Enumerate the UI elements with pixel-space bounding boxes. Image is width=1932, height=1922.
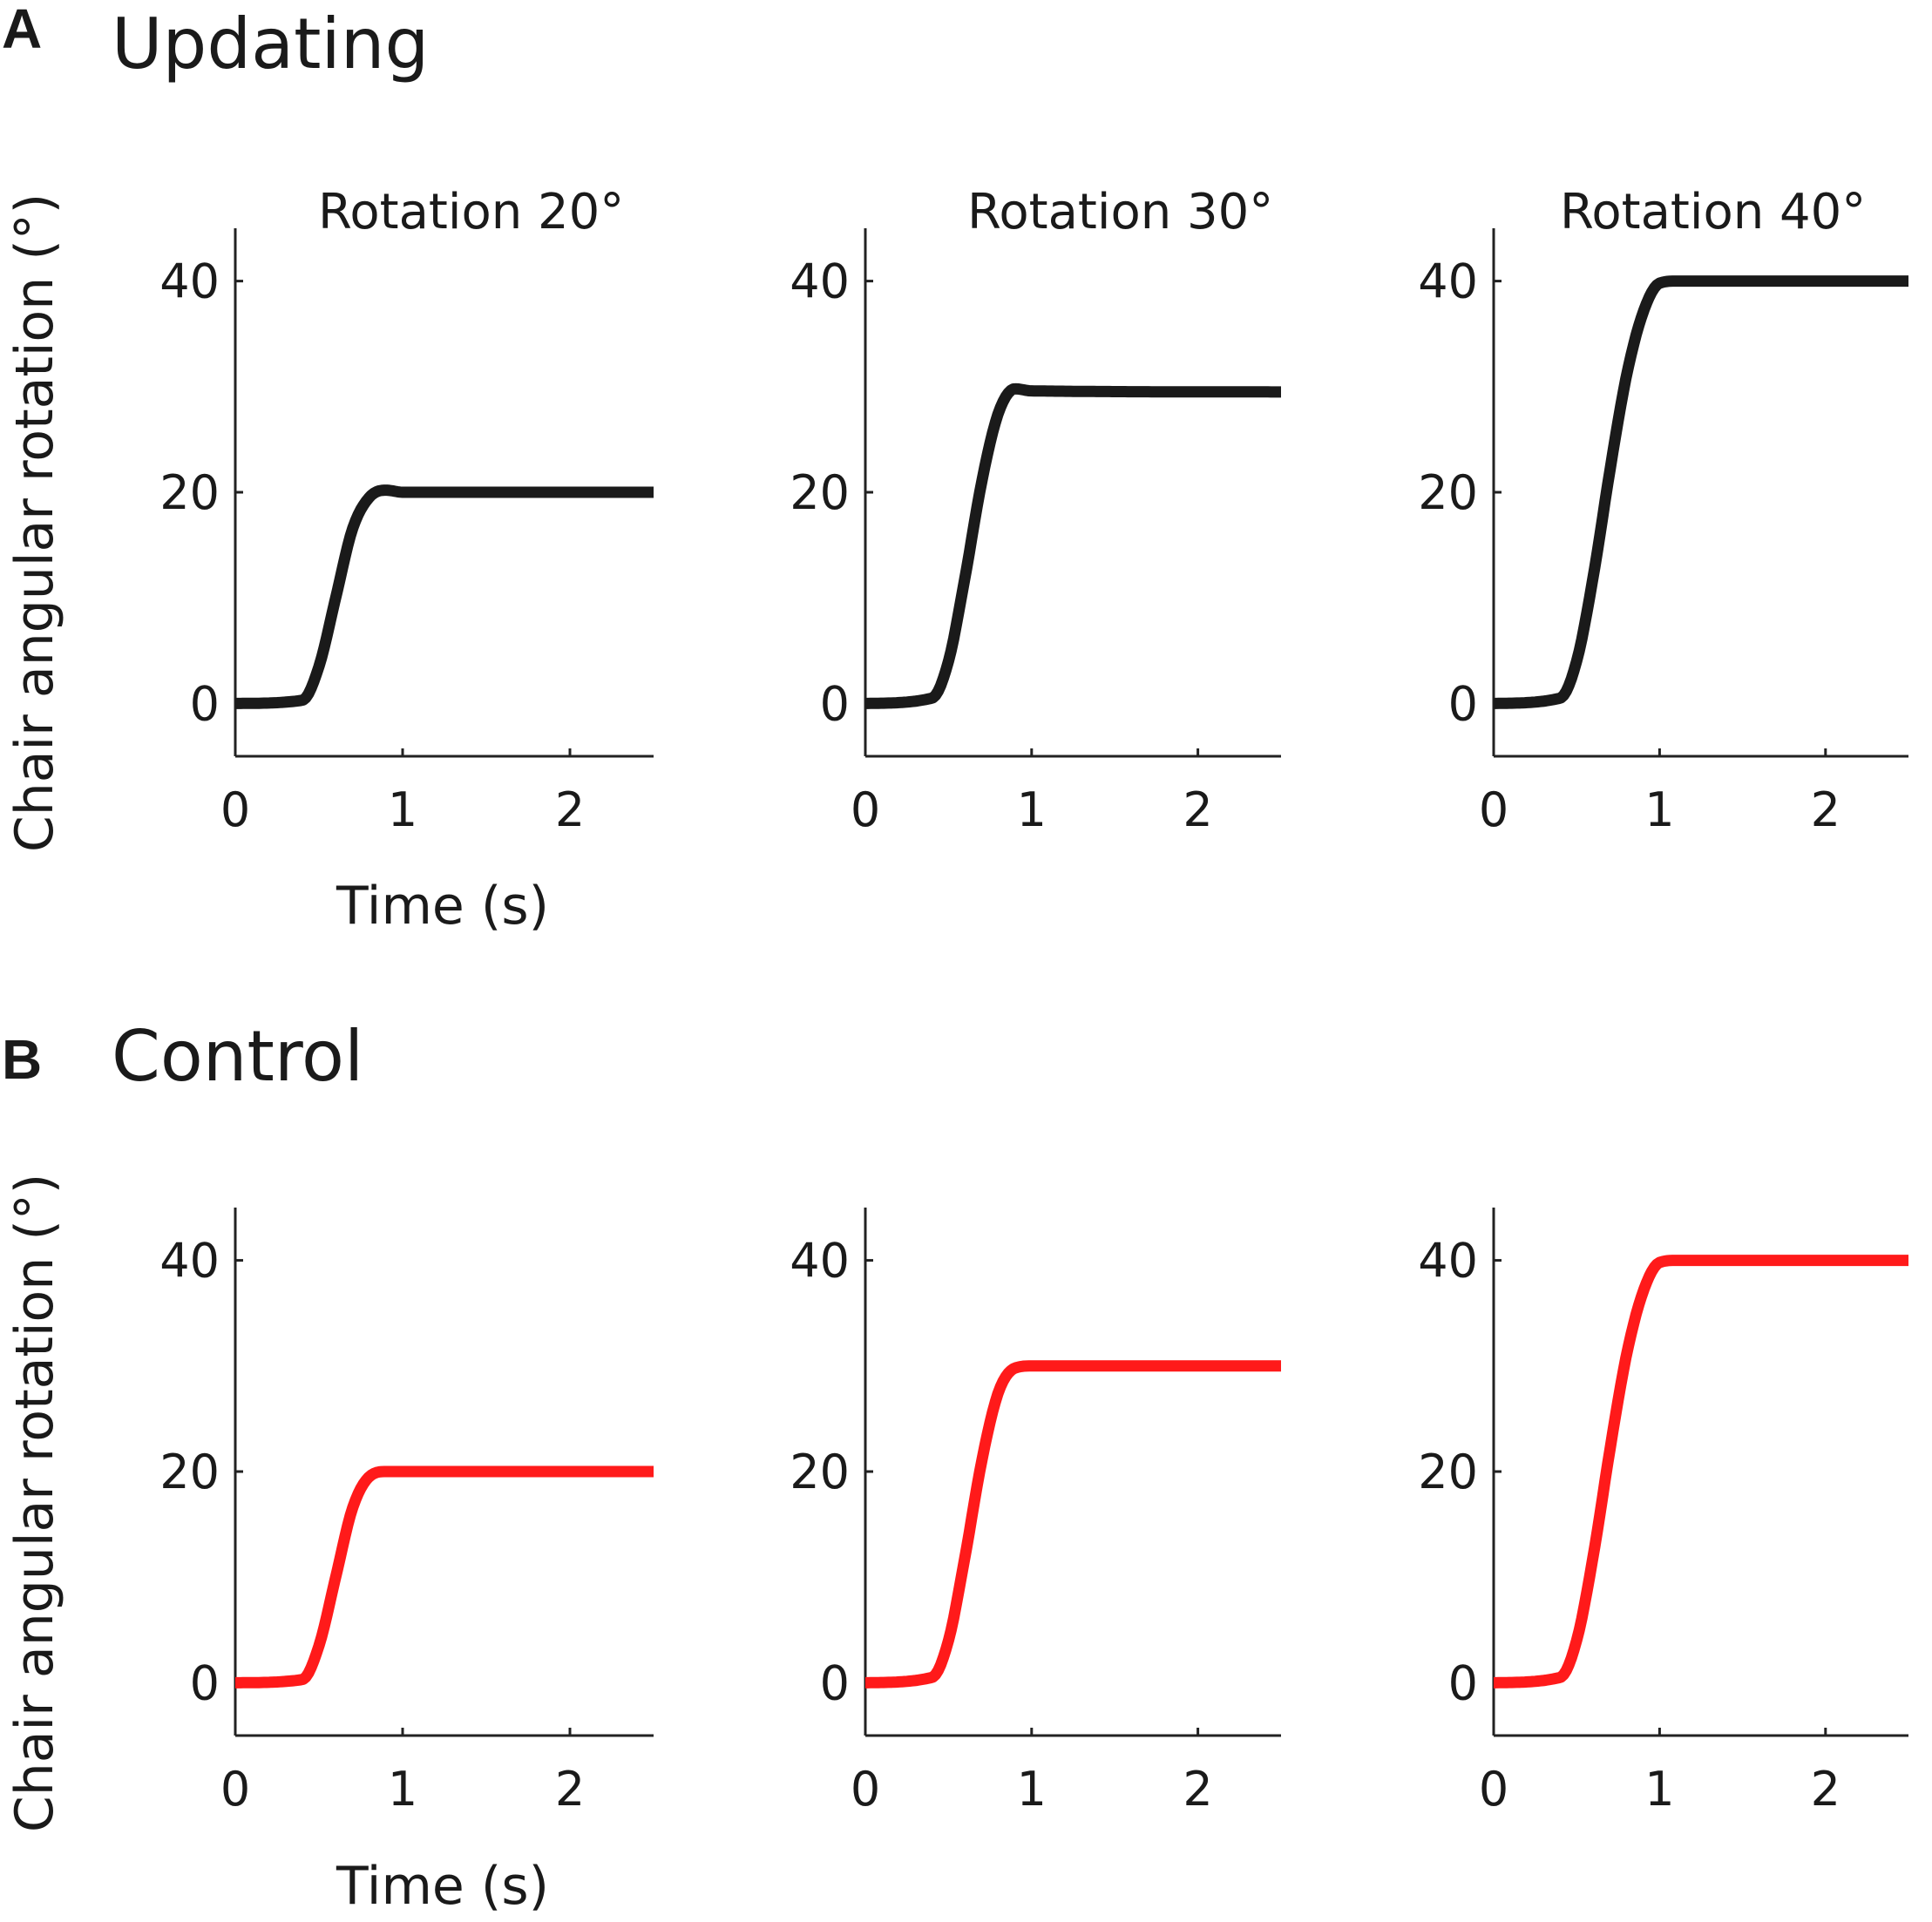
series-line-trials xyxy=(232,484,657,709)
x-tick-label: 2 xyxy=(1811,782,1840,837)
subplot-title-rotation-40: Rotation 40° xyxy=(1560,184,1866,240)
subplot-title-rotation-20: Rotation 20° xyxy=(318,184,624,240)
subplot-6: 0 20 40 0 1 2 xyxy=(1418,1208,1912,1817)
subplot-3: 0 20 40 0 1 2 xyxy=(1418,228,1912,837)
x-tick-label: 1 xyxy=(1017,782,1047,837)
x-tick-label: 1 xyxy=(1017,1762,1047,1817)
y-tick-label: 20 xyxy=(1418,1445,1478,1499)
panel-letter-a: A xyxy=(2,0,42,60)
y-tick-label: 20 xyxy=(1418,465,1478,520)
y-tick-label: 0 xyxy=(820,676,850,731)
x-tick-label: 2 xyxy=(1183,1762,1212,1817)
x-tick-label: 0 xyxy=(220,782,250,837)
series-line-trials xyxy=(862,382,1285,709)
x-tick-label: 0 xyxy=(851,1762,880,1817)
subplot-title-rotation-30: Rotation 30° xyxy=(967,184,1273,240)
y-tick-label: 0 xyxy=(1448,676,1478,731)
panel-letter-b: B xyxy=(2,1028,42,1091)
y-tick-label: 20 xyxy=(159,465,220,520)
x-tick-label: 0 xyxy=(1479,782,1508,837)
series-line-trials xyxy=(232,1465,657,1689)
y-tick-label: 20 xyxy=(790,465,850,520)
series-line-trials xyxy=(1490,275,1912,709)
subplot-1: 0 20 40 0 1 2 xyxy=(159,228,657,837)
x-tick-label: 2 xyxy=(1811,1762,1840,1817)
x-tick-label: 1 xyxy=(388,782,417,837)
series-line-trials xyxy=(862,1360,1285,1689)
series-line-trials xyxy=(1490,1255,1912,1689)
panel-title-updating: Updating xyxy=(112,3,429,85)
y-tick-label: 40 xyxy=(1418,1234,1478,1289)
x-tick-label: 1 xyxy=(388,1762,417,1817)
y-tick-label: 40 xyxy=(159,1234,220,1289)
panel-title-control: Control xyxy=(112,1016,363,1097)
y-tick-label: 40 xyxy=(1418,254,1478,309)
x-axis-label-bottom: Time (s) xyxy=(336,1856,549,1917)
subplot-5: 0 20 40 0 1 2 xyxy=(790,1208,1285,1817)
y-tick-label: 20 xyxy=(159,1445,220,1499)
y-tick-label: 40 xyxy=(790,254,850,309)
x-tick-label: 2 xyxy=(555,1762,585,1817)
x-tick-label: 2 xyxy=(555,782,585,837)
x-axis-label-top: Time (s) xyxy=(336,876,549,937)
subplot-4: 0 20 40 0 1 2 xyxy=(159,1208,657,1817)
y-tick-label: 0 xyxy=(190,1655,220,1710)
y-tick-label: 0 xyxy=(820,1655,850,1710)
x-tick-label: 1 xyxy=(1644,782,1674,837)
y-tick-label: 40 xyxy=(790,1234,850,1289)
x-tick-label: 1 xyxy=(1644,1762,1674,1817)
subplot-2: 0 20 40 0 1 2 xyxy=(790,228,1285,837)
y-axis-label-bottom: Chair angular rotation (°) xyxy=(4,1174,65,1832)
x-tick-label: 0 xyxy=(851,782,880,837)
y-axis-label-top: Chair angular rotation (°) xyxy=(4,193,65,852)
x-tick-label: 0 xyxy=(1479,1762,1508,1817)
y-tick-label: 0 xyxy=(1448,1655,1478,1710)
y-tick-label: 0 xyxy=(190,676,220,731)
y-tick-label: 40 xyxy=(159,254,220,309)
x-tick-label: 0 xyxy=(220,1762,250,1817)
y-tick-label: 20 xyxy=(790,1445,850,1499)
x-tick-label: 2 xyxy=(1183,782,1212,837)
